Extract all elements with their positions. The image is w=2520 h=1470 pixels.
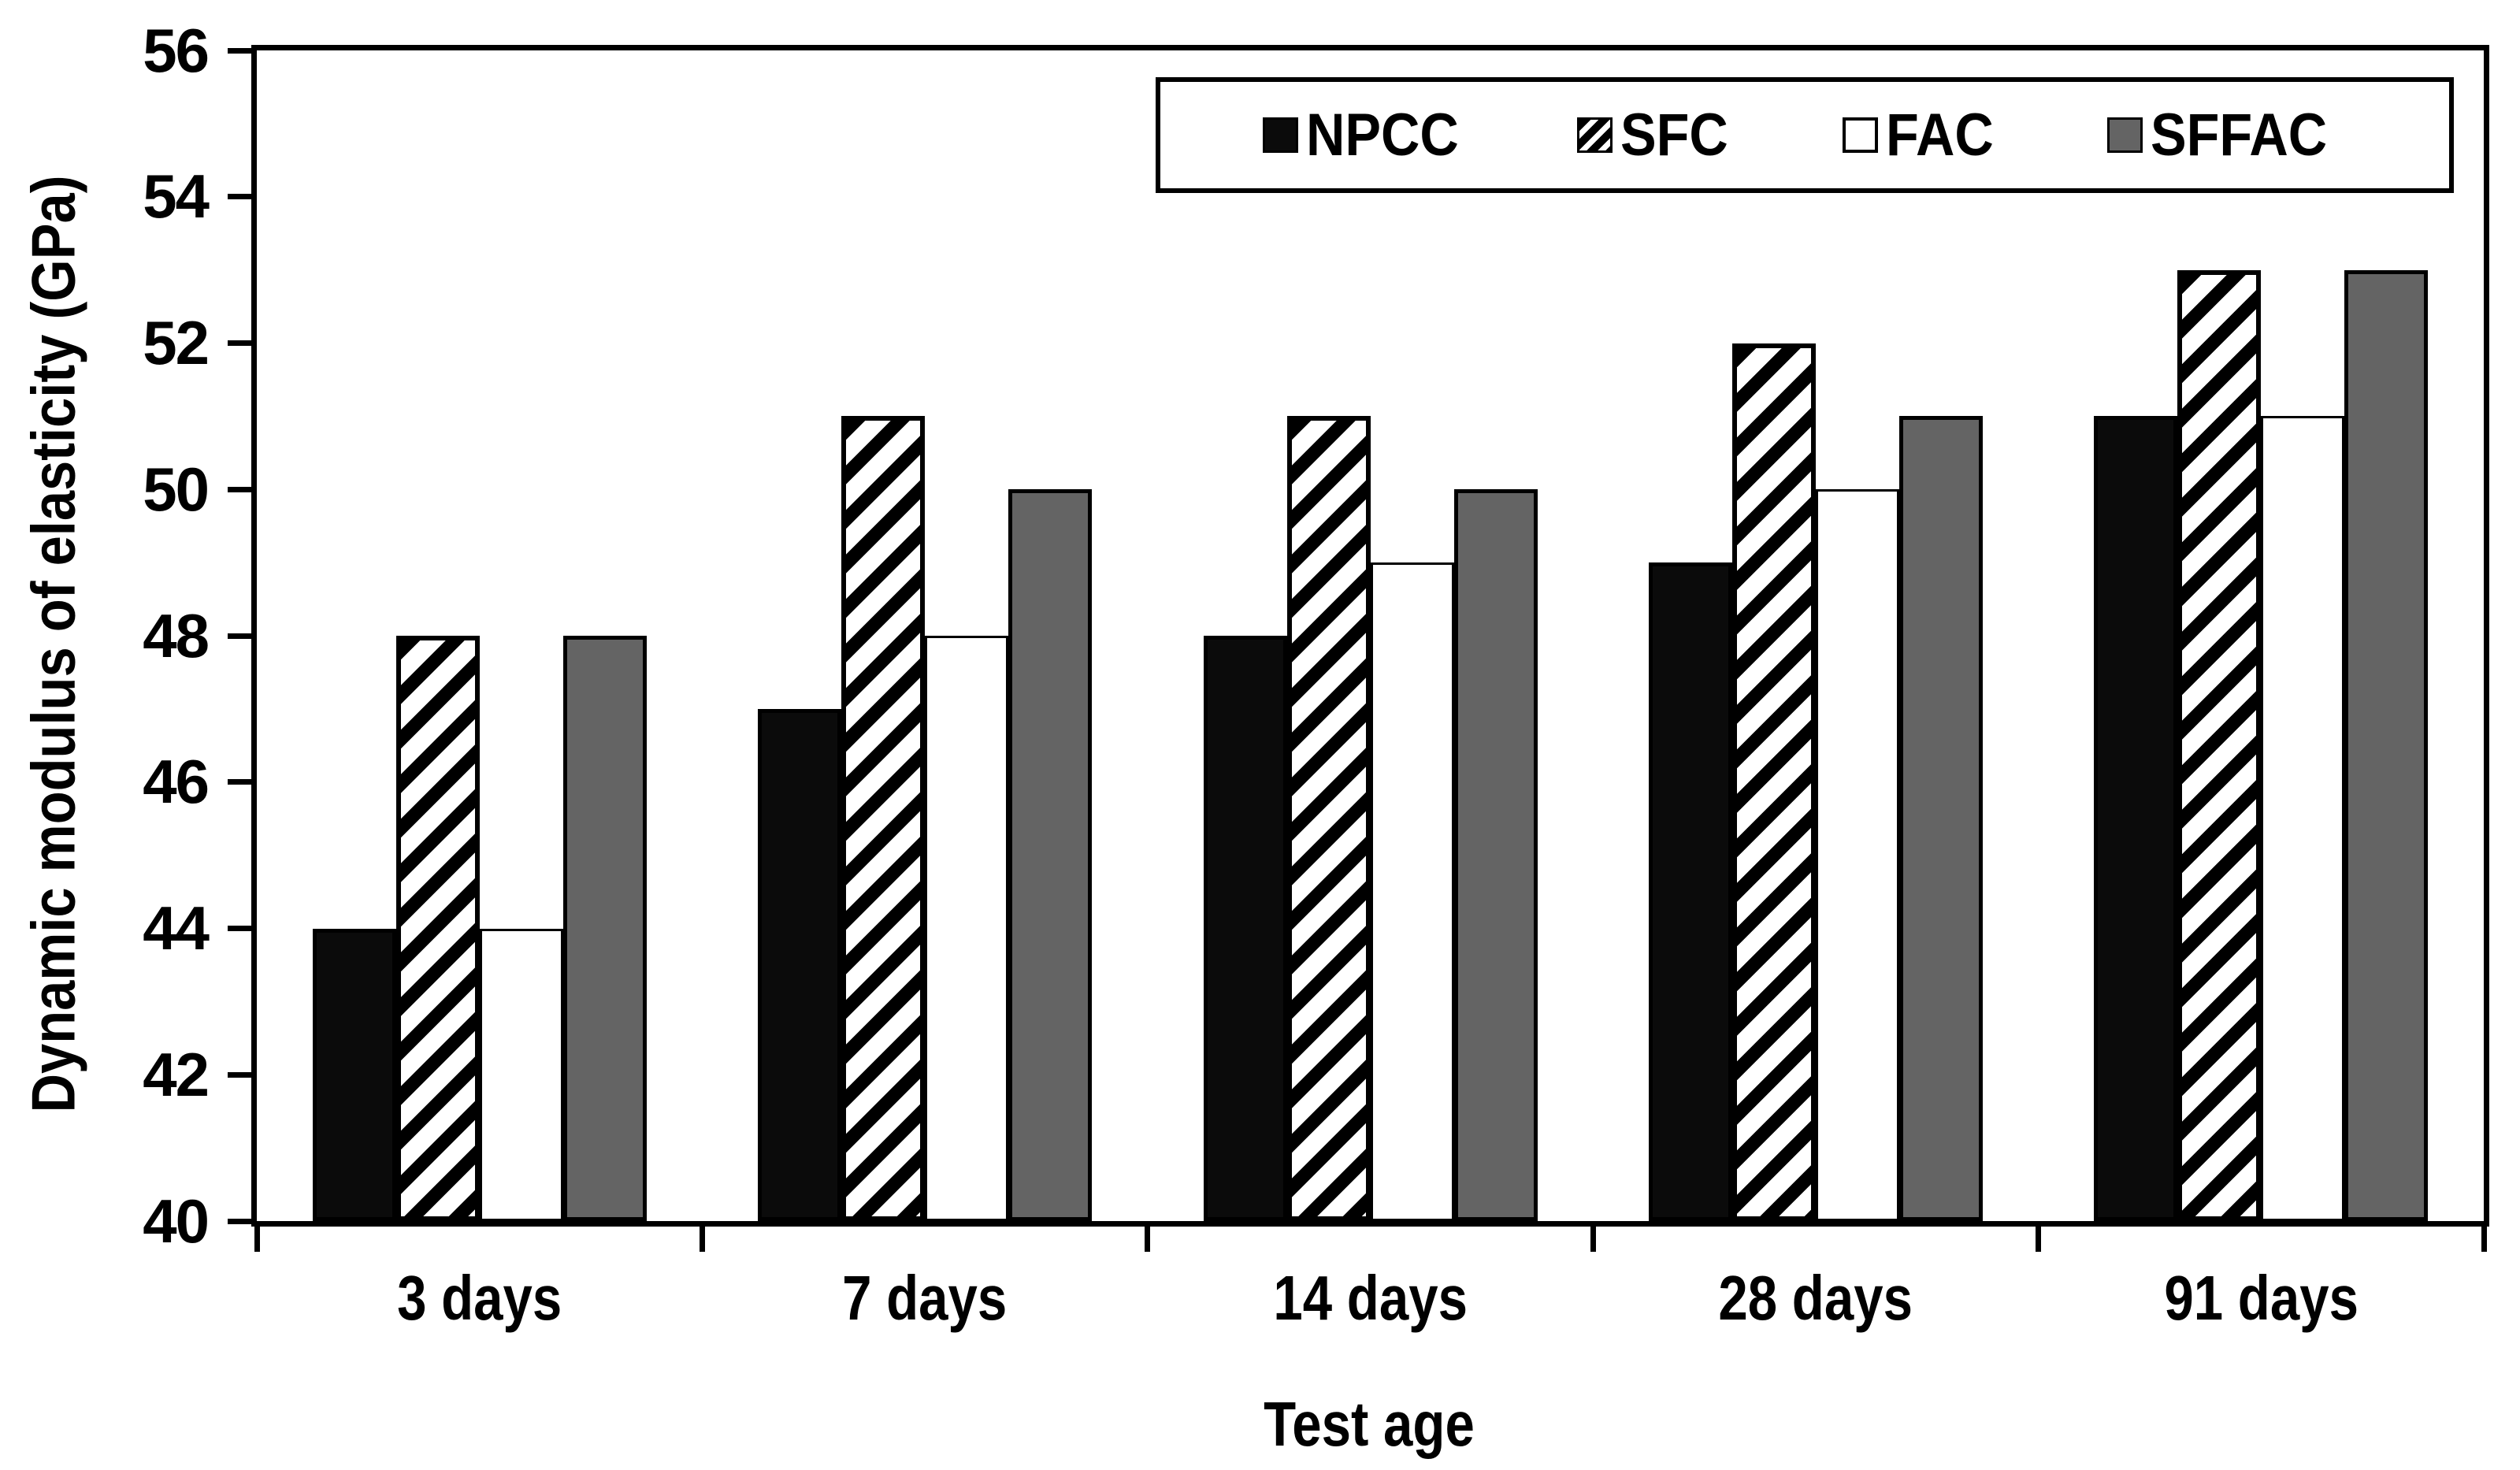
y-tick-mark <box>228 926 251 931</box>
bar-sfc-91-days <box>2177 269 2262 1221</box>
legend-item-fac: FAC <box>1842 101 2006 169</box>
x-tick-mark <box>1145 1227 1151 1252</box>
y-tick-label: 44 <box>143 893 210 963</box>
y-tick-label: 40 <box>143 1186 210 1256</box>
y-tick-label: 46 <box>143 747 210 817</box>
x-tick-mark <box>1590 1227 1596 1252</box>
legend-label: NPCC <box>1305 102 1459 169</box>
legend-label: SFFAC <box>2151 102 2328 169</box>
legend-swatch-fac <box>1842 117 1878 153</box>
bar-sffac-28-days <box>1898 416 1983 1221</box>
bar-fac-7-days <box>925 636 1009 1221</box>
legend-swatch-sffac <box>2107 117 2143 153</box>
bar-npcc-3-days <box>312 928 396 1221</box>
legend-label: SFC <box>1620 102 1729 169</box>
bar-npcc-14-days <box>1203 636 1287 1221</box>
legend-label: FAC <box>1885 102 1994 169</box>
x-category-label: 7 days <box>842 1263 1008 1333</box>
bar-sffac-3-days <box>562 636 647 1221</box>
y-tick-label: 56 <box>143 15 210 85</box>
x-category-label: 91 days <box>2163 1263 2359 1333</box>
bar-fac-14-days <box>1370 562 1454 1221</box>
bar-sffac-91-days <box>2344 269 2429 1221</box>
legend-swatch-sfc <box>1577 117 1613 153</box>
plot-area: 40 42 44 46 48 50 52 54 56 3 days 7 days 14 days 28 … <box>143 16 2489 1333</box>
y-tick-label: 54 <box>143 161 210 232</box>
y-tick-mark <box>228 779 251 785</box>
y-tick-mark <box>228 47 251 54</box>
legend-swatch-npcc <box>1262 117 1298 153</box>
x-tick-mark <box>254 1227 260 1252</box>
y-tick-mark <box>228 486 251 492</box>
bar-fac-28-days <box>1815 489 1899 1221</box>
x-tick-mark <box>699 1227 705 1252</box>
x-category-label: 3 days <box>397 1263 562 1333</box>
y-tick-label: 48 <box>143 600 210 670</box>
legend-item-npcc: NPCC <box>1262 101 1475 169</box>
y-tick-mark <box>228 633 251 639</box>
bar-sfc-7-days <box>841 416 926 1221</box>
legend-item-sffac: SFFAC <box>2107 101 2347 169</box>
bar-sffac-7-days <box>1008 489 1093 1221</box>
y-tick-mark <box>228 1218 251 1224</box>
bar-sfc-3-days <box>395 636 480 1221</box>
bar-sfc-28-days <box>1731 343 1816 1221</box>
bar-npcc-91-days <box>2094 416 2178 1221</box>
legend-item-sfc: SFC <box>1577 101 1740 169</box>
y-tick-mark <box>228 194 251 200</box>
y-tick-label: 50 <box>143 454 210 524</box>
bar-sfc-14-days <box>1286 416 1371 1221</box>
bar-fac-3-days <box>479 928 563 1221</box>
x-tick-mark <box>2481 1227 2487 1252</box>
bar-npcc-28-days <box>1648 562 1732 1221</box>
bar-sffac-14-days <box>1453 489 1538 1221</box>
x-category-label: 28 days <box>1718 1263 1913 1333</box>
bar-npcc-7-days <box>758 708 842 1221</box>
y-tick-label: 42 <box>143 1039 210 1109</box>
legend: NPCC SFC FAC SFFAC <box>1156 77 2454 193</box>
y-tick-mark <box>228 1071 251 1078</box>
y-tick-label: 52 <box>143 308 210 377</box>
x-axis-title: Test age <box>1264 1389 1475 1459</box>
y-tick-mark <box>228 340 251 346</box>
bar-fac-91-days <box>2261 416 2345 1221</box>
x-category-label: 14 days <box>1273 1263 1468 1333</box>
x-tick-mark <box>2036 1227 2042 1252</box>
